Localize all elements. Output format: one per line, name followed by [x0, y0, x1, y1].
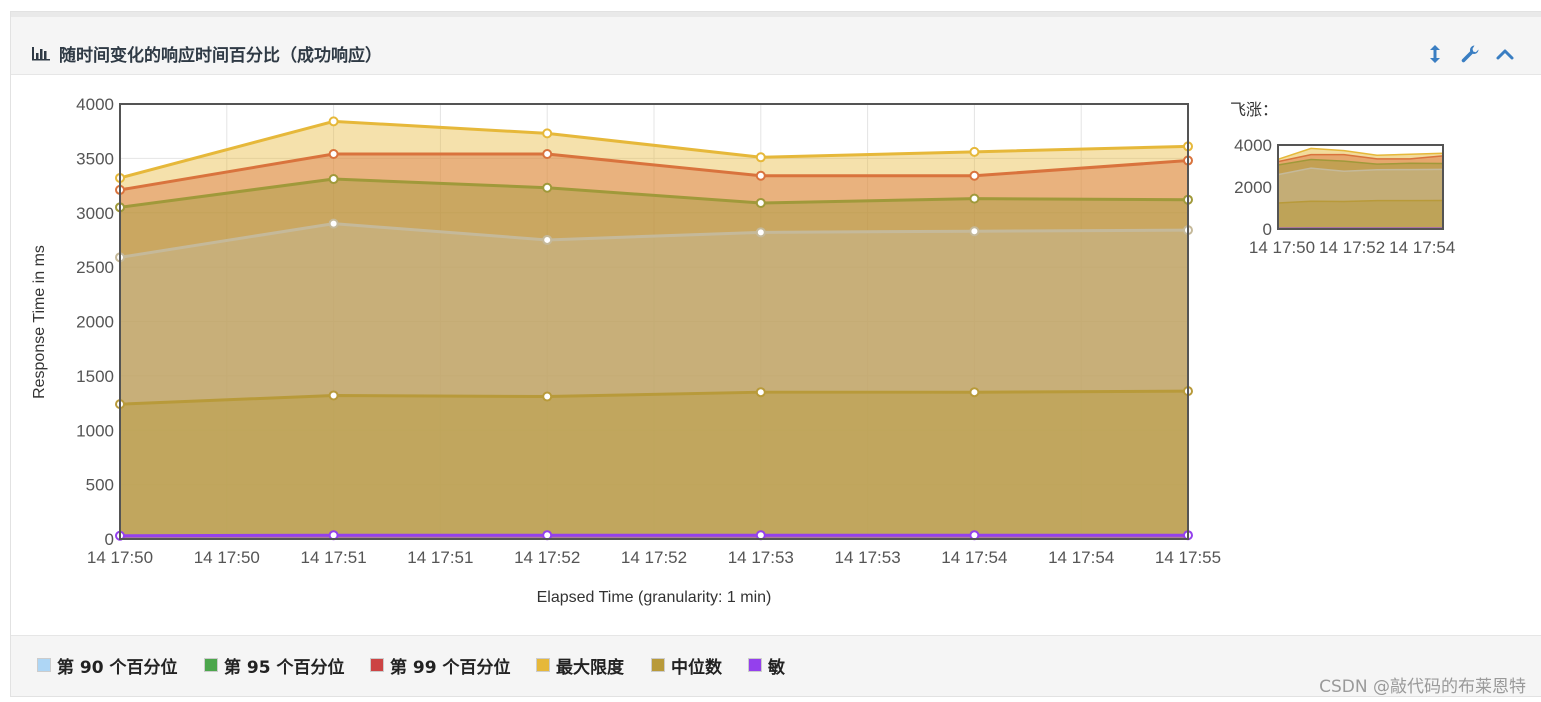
- legend-item-median[interactable]: 中位数: [651, 654, 722, 678]
- legend-swatch: [651, 658, 665, 672]
- resize-vertical-icon: [1430, 45, 1440, 63]
- watermark: CSDN @敲代码的布莱恩特: [1319, 677, 1526, 697]
- panel-title: 随时间变化的响应时间百分比（成功响应）: [59, 46, 382, 66]
- resize-vertical-button[interactable]: [1424, 43, 1446, 65]
- legend-swatch: [204, 658, 218, 672]
- legend-item-p99[interactable]: 第 99 个百分位: [370, 654, 511, 678]
- legend: 第 90 个百分位 第 95 个百分位 第 99 个百分位 最大限度 中位数 敏: [11, 635, 1541, 696]
- legend-label: 第 90 个百分位: [57, 657, 178, 678]
- panel-header: 随时间变化的响应时间百分比（成功响应）: [11, 12, 1541, 75]
- legend-label: 第 95 个百分位: [224, 657, 345, 678]
- wrench-icon: [1461, 45, 1479, 63]
- legend-swatch: [37, 658, 51, 672]
- legend-item-max[interactable]: 最大限度: [536, 654, 624, 678]
- overview-label: 飞涨：: [1230, 100, 1279, 119]
- legend-label: 中位数: [671, 657, 722, 678]
- legend-label: 最大限度: [556, 657, 624, 678]
- legend-label: 第 99 个百分位: [390, 657, 511, 678]
- legend-item-p95[interactable]: 第 95 个百分位: [204, 654, 345, 678]
- legend-item-p90[interactable]: 第 90 个百分位: [37, 654, 178, 678]
- legend-swatch: [748, 658, 762, 672]
- legend-item-min[interactable]: 敏: [748, 654, 785, 678]
- legend-label: 敏: [768, 657, 785, 678]
- legend-swatch: [370, 658, 384, 672]
- settings-button[interactable]: [1459, 43, 1481, 65]
- legend-swatch: [536, 658, 550, 672]
- collapse-button[interactable]: [1494, 43, 1516, 65]
- chevron-up-icon: [1496, 49, 1514, 60]
- bar-chart-icon: [32, 47, 50, 61]
- chart-panel: 随时间变化的响应时间百分比（成功响应） 第 90 个百分位 第 95 个百分位: [10, 11, 1541, 697]
